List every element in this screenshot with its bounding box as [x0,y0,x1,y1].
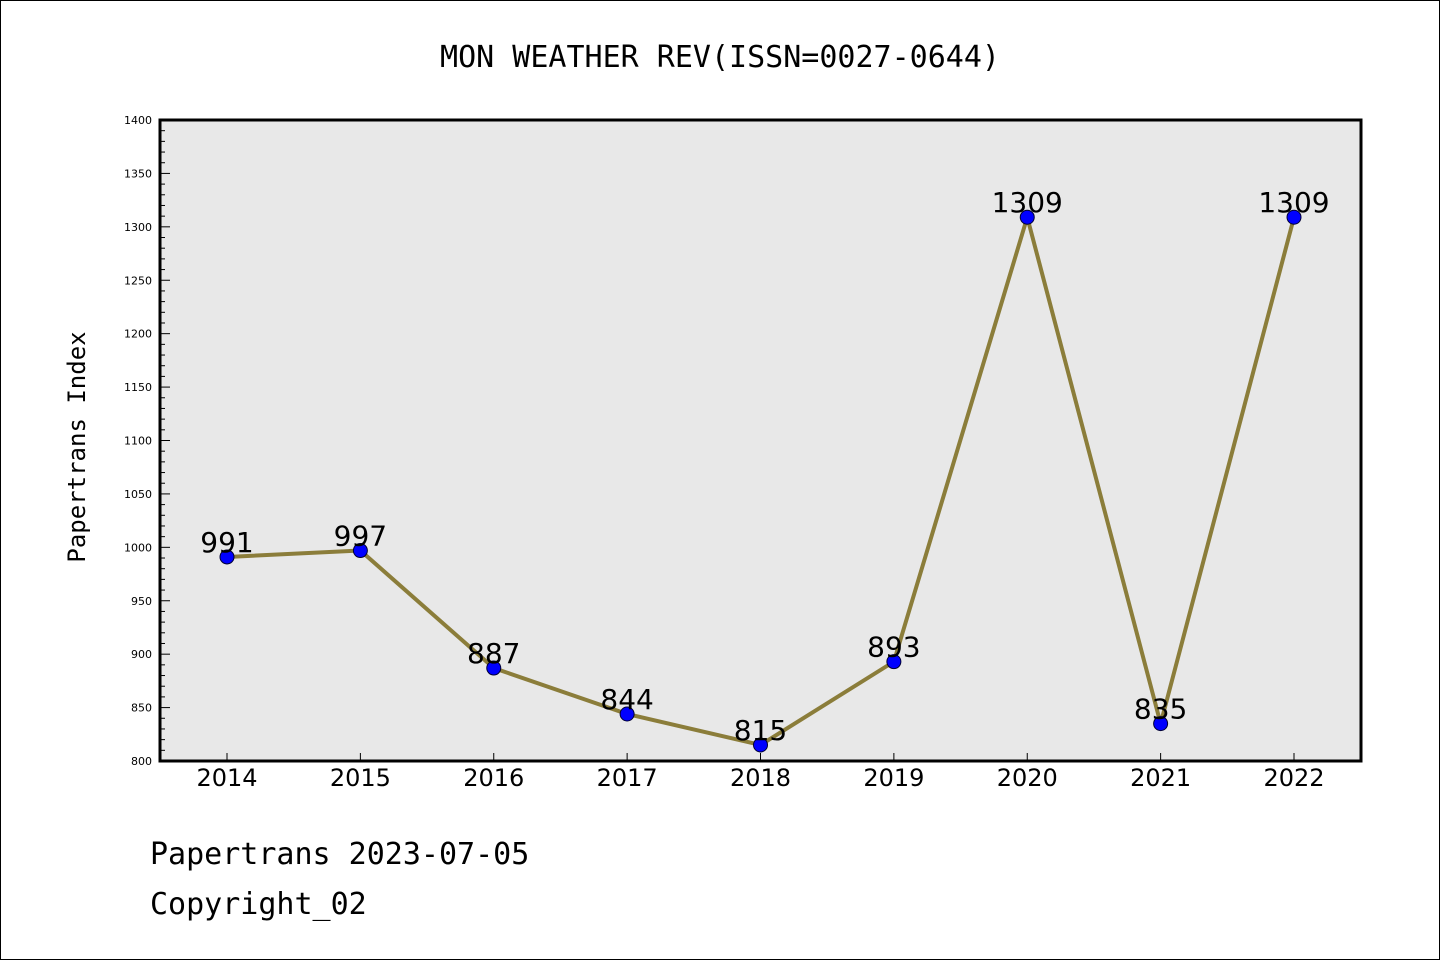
chart-title: MON WEATHER REV(ISSN=0027-0644) [440,40,1000,75]
data-label: 815 [734,714,787,747]
y-tick-label: 1200 [124,328,152,341]
y-tick-label: 1300 [124,221,152,234]
data-label: 893 [867,631,920,664]
data-point [886,654,902,670]
data-point [1153,716,1169,732]
y-tick-label: 1250 [124,274,152,287]
y-tick-label: 900 [131,648,152,661]
x-tick-label: 2018 [730,764,791,792]
y-tick-label: 1100 [124,435,152,448]
y-tick-label: 950 [131,595,152,608]
y-tick-label: 1150 [124,381,152,394]
y-tick-label: 850 [131,702,152,715]
data-point [352,543,368,559]
y-tick-label: 800 [131,755,152,768]
data-labels: 991 997 887 844 815 893 1309 835 1309 [200,186,1329,747]
data-label: 991 [200,526,253,559]
footer-copyright: Copyright_02 [150,887,367,922]
y-tick-label: 1400 [124,114,152,127]
data-point [1286,209,1302,225]
data-label: 1309 [1258,186,1329,219]
y-axis-label: Papertrans Index [63,331,91,562]
data-label: 844 [600,683,653,716]
x-tick-label: 2016 [463,764,524,792]
x-tick-label: 2019 [863,764,924,792]
data-point [753,737,768,753]
data-label: 835 [1134,693,1187,726]
plot-area [160,120,1361,761]
x-tick-label: 2022 [1263,764,1324,792]
data-point [619,706,635,722]
x-tick-label: 2015 [330,764,391,792]
x-tick-label: 2021 [1130,764,1191,792]
data-label: 887 [467,637,520,670]
plot-border [158,118,1363,763]
y-tick-label: 1000 [124,541,152,554]
footer-date: Papertrans 2023-07-05 [150,837,529,872]
data-points [219,209,1302,753]
x-tick-label: 2017 [597,764,658,792]
x-tick-label: 2020 [997,764,1058,792]
data-point [486,660,502,676]
x-tick-label: 2014 [196,764,257,792]
data-label: 997 [334,520,387,553]
data-point [219,549,235,565]
x-axis: 2014 2015 2016 2017 2018 2019 2020 2021 2022 [196,753,1325,792]
data-label: 1309 [992,186,1063,219]
y-tick-label: 1050 [124,488,152,501]
y-tick-label: 1350 [124,167,152,180]
data-point [1019,209,1035,225]
